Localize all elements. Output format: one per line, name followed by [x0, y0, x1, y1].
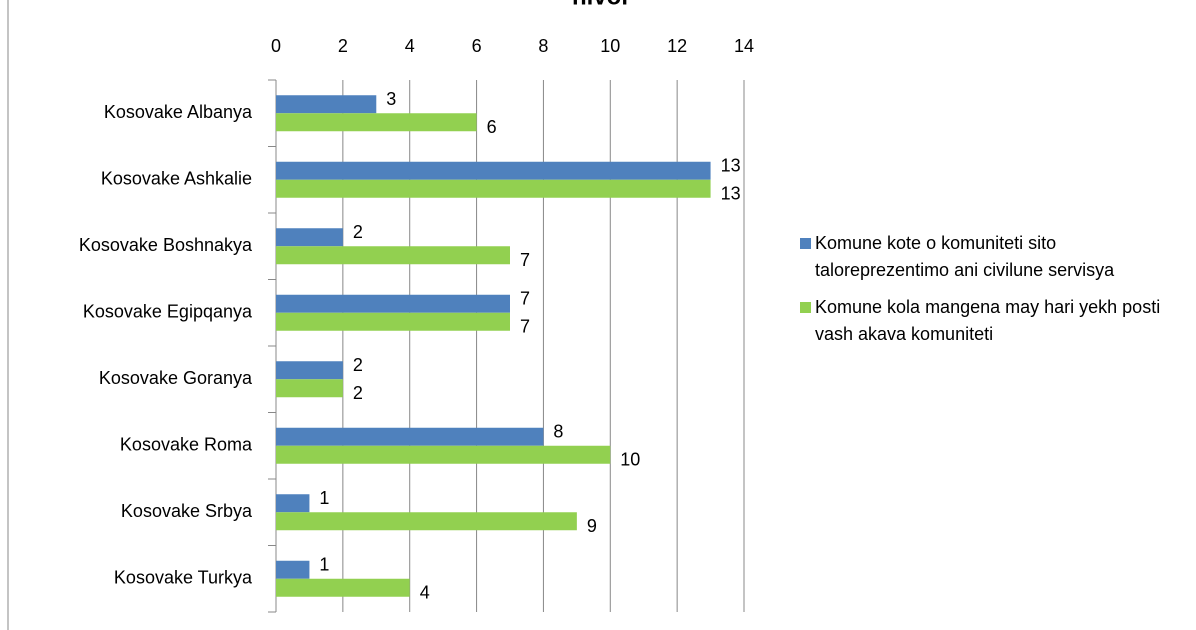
- data-label: 1: [319, 488, 329, 508]
- x-tick-label: 8: [538, 36, 548, 56]
- legend-item: Komune kote o komuniteti sito taloreprez…: [800, 230, 1180, 284]
- data-label: 9: [587, 516, 597, 536]
- y-tick-label: Kosovake Albanya: [104, 102, 253, 122]
- bar: [276, 361, 343, 380]
- data-label: 7: [520, 250, 530, 270]
- x-tick-label: 14: [734, 36, 754, 56]
- bar: [276, 578, 410, 597]
- bar: [276, 560, 310, 579]
- data-label: 13: [721, 184, 741, 204]
- x-tick-label: 10: [600, 36, 620, 56]
- data-label: 10: [620, 450, 640, 470]
- data-label: 8: [553, 422, 563, 442]
- bar: [276, 445, 611, 464]
- y-tick-label: Kosovake Srbya: [121, 501, 253, 521]
- x-tick-label: 2: [338, 36, 348, 56]
- bar: [276, 379, 343, 398]
- x-tick-label: 12: [667, 36, 687, 56]
- legend-swatch: [800, 238, 811, 249]
- legend-label: Komune kola mangena may hari yekh posti …: [815, 297, 1161, 344]
- legend-item: Komune kola mangena may hari yekh posti …: [800, 294, 1180, 348]
- legend: Komune kote o komuniteti sito taloreprez…: [800, 230, 1180, 358]
- bar: [276, 179, 711, 198]
- data-label: 7: [520, 317, 530, 337]
- y-tick-label: Kosovake Turkya: [114, 568, 253, 588]
- bar: [276, 246, 510, 265]
- legend-label: Komune kote o komuniteti sito taloreprez…: [815, 233, 1115, 280]
- data-label: 6: [487, 117, 497, 137]
- y-tick-label: Kosovake Boshnakya: [79, 235, 253, 255]
- bar: [276, 294, 510, 313]
- bar: [276, 95, 377, 114]
- x-tick-label: 6: [472, 36, 482, 56]
- bar: [276, 494, 310, 513]
- bar: [276, 228, 343, 247]
- legend-swatch: [800, 302, 811, 313]
- data-label: 13: [721, 156, 741, 176]
- bar: [276, 427, 544, 446]
- data-label: 3: [386, 89, 396, 109]
- data-label: 7: [520, 289, 530, 309]
- bar: [276, 161, 711, 180]
- chart-title: nivoi: [572, 0, 628, 10]
- x-tick-label: 4: [405, 36, 415, 56]
- x-tick-label: 0: [271, 36, 281, 56]
- bar: [276, 512, 577, 531]
- data-label: 2: [353, 355, 363, 375]
- data-label: 4: [420, 583, 430, 603]
- bar: [276, 113, 477, 132]
- data-label: 2: [353, 383, 363, 403]
- data-label: 1: [319, 555, 329, 575]
- y-tick-label: Kosovake Goranya: [99, 368, 253, 388]
- y-tick-label: Kosovake Roma: [120, 435, 253, 455]
- y-tick-label: Kosovake Ashkalie: [101, 169, 252, 189]
- data-label: 2: [353, 222, 363, 242]
- bar: [276, 312, 510, 331]
- y-tick-label: Kosovake Egipqanya: [83, 302, 253, 322]
